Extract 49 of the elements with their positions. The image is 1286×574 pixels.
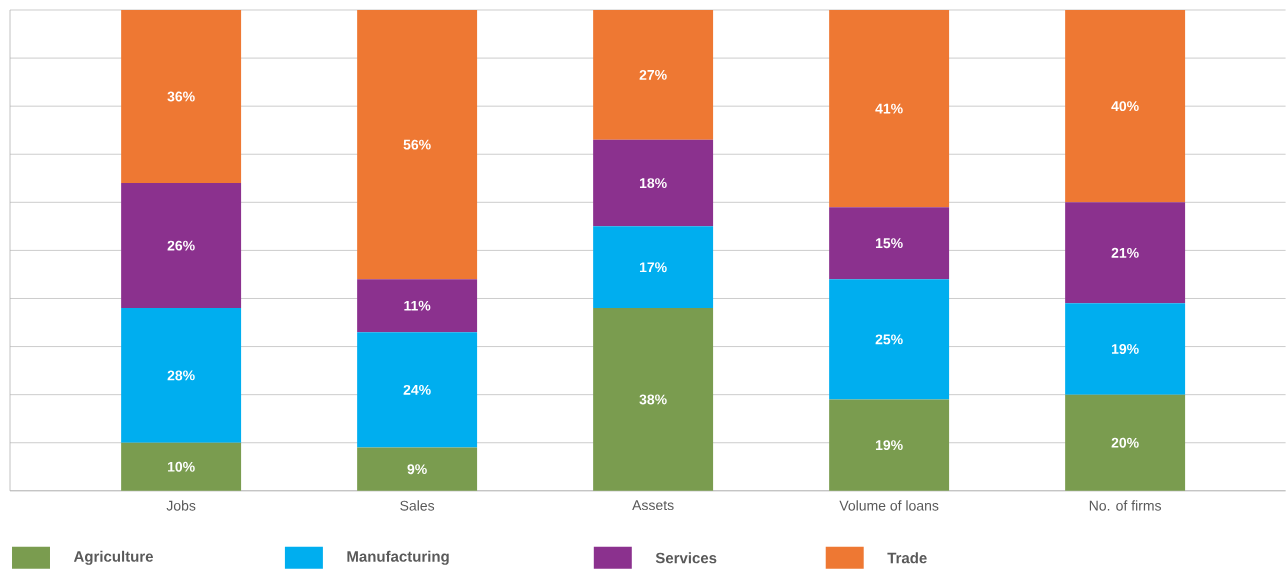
bar bbox=[357, 10, 478, 280]
bar bbox=[121, 183, 242, 309]
data-label: 28% bbox=[167, 370, 195, 381]
bar bbox=[357, 332, 478, 448]
bar bbox=[593, 10, 714, 140]
data-label: 25% bbox=[875, 334, 903, 345]
bar bbox=[829, 399, 950, 491]
data-label: 21% bbox=[1111, 247, 1139, 258]
bar bbox=[829, 207, 950, 280]
data-label: 19% bbox=[1111, 344, 1139, 355]
x-tick-label: Assets bbox=[632, 500, 674, 511]
data-label: 18% bbox=[639, 178, 667, 189]
bar bbox=[121, 442, 242, 491]
legend-label: Trade bbox=[887, 552, 927, 564]
x-tick-label: No. of firms bbox=[1089, 500, 1162, 511]
data-label: 27% bbox=[639, 70, 667, 80]
x-tick-label: Sales bbox=[400, 500, 435, 511]
bar bbox=[121, 10, 242, 184]
x-tick-label: Volume of loans bbox=[839, 500, 939, 511]
data-label: 41% bbox=[875, 103, 903, 114]
bar bbox=[593, 308, 714, 491]
legend-label: Agriculture bbox=[73, 550, 153, 565]
bar bbox=[1065, 394, 1186, 491]
data-label: 38% bbox=[639, 394, 667, 405]
bar bbox=[121, 308, 242, 443]
bar bbox=[357, 279, 478, 333]
data-label: 9% bbox=[407, 464, 427, 475]
legend-label: Manufacturing bbox=[347, 550, 449, 565]
bar bbox=[829, 10, 950, 208]
data-label: 19% bbox=[875, 440, 903, 451]
bar bbox=[1065, 202, 1186, 304]
bar bbox=[829, 279, 950, 400]
data-label: 20% bbox=[1111, 437, 1139, 448]
data-label: 17% bbox=[639, 262, 667, 273]
bar bbox=[593, 226, 714, 309]
bar bbox=[1065, 10, 1186, 203]
legend-label: Services bbox=[655, 552, 717, 564]
data-label: 26% bbox=[167, 240, 195, 251]
data-label: 56% bbox=[403, 139, 431, 150]
bar bbox=[593, 139, 714, 227]
data-label: 11% bbox=[404, 300, 431, 311]
data-label: 10% bbox=[167, 461, 195, 472]
data-label: 24% bbox=[403, 384, 431, 395]
data-label: 15% bbox=[875, 238, 903, 249]
bar bbox=[357, 447, 478, 491]
data-label: 36% bbox=[167, 91, 195, 102]
bar bbox=[1065, 303, 1186, 395]
x-tick-label: Jobs bbox=[166, 500, 196, 511]
data-label: 40% bbox=[1111, 101, 1139, 112]
